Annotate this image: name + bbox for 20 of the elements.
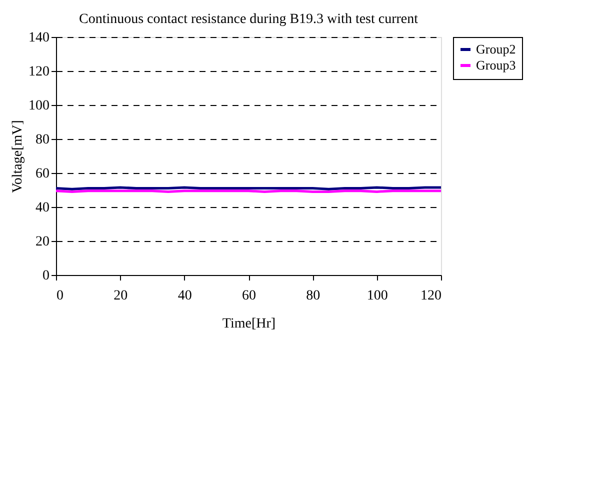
legend-label: Group2 bbox=[476, 42, 516, 56]
x-tick-label: 0 bbox=[56, 288, 64, 304]
legend-label: Group3 bbox=[476, 58, 516, 72]
x-tick-label: 80 bbox=[306, 288, 320, 304]
x-tick-label: 40 bbox=[178, 288, 192, 304]
x-tick-label: 120 bbox=[420, 288, 442, 304]
y-tick-label: 100 bbox=[28, 98, 50, 114]
y-tick-label: 20 bbox=[36, 234, 50, 250]
x-tick-label: 100 bbox=[366, 288, 388, 304]
x-tick-label: 60 bbox=[242, 288, 256, 304]
y-tick-label: 0 bbox=[42, 268, 50, 284]
y-axis-title: Voltage[mV] bbox=[10, 120, 26, 193]
y-tick-label: 120 bbox=[28, 64, 50, 80]
x-tick-label: 20 bbox=[114, 288, 128, 304]
y-tick-label: 40 bbox=[36, 200, 50, 216]
x-axis-title: Time[Hr] bbox=[222, 316, 276, 332]
y-tick-label: 60 bbox=[36, 166, 50, 182]
y-tick-label: 140 bbox=[28, 30, 50, 46]
y-tick-label: 80 bbox=[36, 132, 50, 148]
chart-title: Continuous contact resistance during B19.3 with test current bbox=[78, 12, 418, 27]
